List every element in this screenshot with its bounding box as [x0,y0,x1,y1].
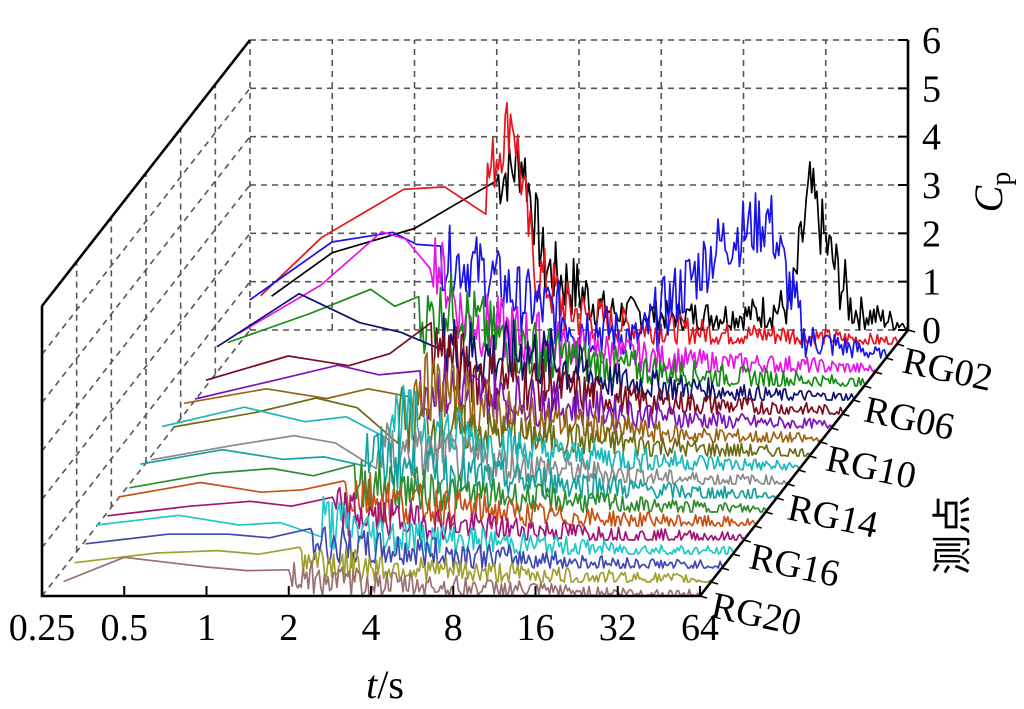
probe-label-0: RG02 [899,340,997,400]
z-tick-label-4: 4 [922,117,941,159]
z-tick-label-1: 1 [922,262,941,304]
probe-tick-9 [809,455,817,459]
probe-tick-3 [874,371,883,375]
z-tick-label-5: 5 [922,68,941,110]
probe-tick-10 [798,469,806,473]
probe-tick-6 [842,413,850,417]
probe-tick-7 [831,427,839,431]
series-line-11 [162,384,800,471]
axis-frame-top-left [40,39,252,307]
z-tick-label-0: 0 [922,310,941,352]
y-axis-label: 测点 [930,495,975,575]
probe-tick-19 [699,595,708,599]
z-tick-label-3: 3 [922,165,941,207]
series-line-15 [118,472,756,527]
x-tick-label-1: 0.5 [101,607,149,649]
z-axis-label: Cp [966,172,1017,213]
series-line-7 [205,321,844,415]
probe-tick-0 [907,329,916,333]
series-line-5 [227,272,865,387]
x-tick-label-0: 0.25 [9,607,76,649]
probe-tick-15 [743,539,751,543]
grid-line-left-z-2 [41,232,251,500]
probe-label-group-2: RG10 [822,438,920,498]
probe-tick-5 [853,399,861,403]
series-line-14 [129,459,767,513]
series-line-20 [63,556,701,597]
series-line-1 [271,144,909,331]
x-tick-label-2: 1 [197,607,216,649]
series-line-19 [74,546,712,583]
probe-label-group-5: RG20 [707,585,805,645]
series-line-8 [194,357,832,429]
probe-tick-17 [721,567,730,571]
svg-text:测点: 测点 [930,495,975,575]
probe-label-2: RG10 [822,438,920,498]
probe-label-group-4: RG16 [746,536,844,596]
probe-label-4: RG16 [746,536,844,596]
probe-tick-16 [732,553,741,557]
probe-tick-18 [710,581,719,585]
z-tick-label-2: 2 [922,213,941,255]
z-tick-label-6: 6 [922,20,941,62]
probe-label-1: RG06 [861,389,959,449]
series-line-17 [96,495,734,555]
probe-tick-8 [820,441,828,445]
x-tick-label-8: 64 [681,607,719,649]
z-tick-labels: 0 1 2 3 4 5 6 [898,20,941,352]
x-tick-label-4: 4 [362,607,381,649]
probe-tick-11 [787,483,795,487]
series-layer [63,101,909,597]
x-axis-label: t/s [366,662,404,707]
probe-label-3: RG14 [784,487,882,547]
z-axis-label-sub: p [986,172,1017,186]
probe-label-group-0: RG02 [899,340,997,400]
grid-line-left-z-5 [41,87,251,355]
x-axis-label-italic: t [366,662,378,707]
x-tick-label-7: 32 [599,607,637,649]
x-tick-labels: 0.25 0.5 1 2 4 8 16 32 64 [9,586,719,649]
probe-tick-2 [885,357,894,361]
series-line-16 [107,486,745,541]
z-axis-label-main: C [966,184,1011,212]
x-tick-label-6: 16 [517,607,555,649]
probe-tick-4 [864,385,872,389]
x-tick-label-3: 2 [279,607,298,649]
probe-label-group-3: RG14 [784,487,882,547]
grid-line-left-z-4 [41,136,251,404]
probe-label-group-1: RG06 [861,389,959,449]
series-line-12 [151,422,789,485]
probe-tick-13 [765,511,773,515]
x-tick-label-5: 8 [444,607,463,649]
probe-tick-1 [896,343,905,347]
svg-text:Cp: Cp [966,172,1017,213]
probe-tick-12 [776,497,784,501]
probe-tick-14 [754,525,762,529]
probe-label-5: RG20 [707,585,805,645]
x-axis-label-rest: /s [377,662,404,707]
series-line-2 [260,101,898,345]
